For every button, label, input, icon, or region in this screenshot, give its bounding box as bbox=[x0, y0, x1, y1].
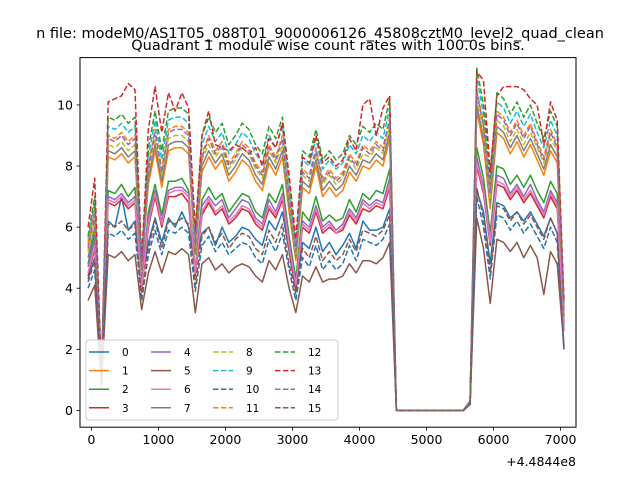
legend-label-12: 12 bbox=[308, 347, 321, 359]
series-line-12 bbox=[87, 67, 565, 412]
legend-label-10: 10 bbox=[246, 384, 259, 396]
legend-label-0: 0 bbox=[122, 347, 129, 359]
series-line-6 bbox=[87, 162, 565, 412]
legend-label-11: 11 bbox=[246, 403, 259, 415]
chart-title: Quadrant 1 module wise count rates with … bbox=[131, 38, 525, 54]
legend-label-7: 7 bbox=[184, 403, 191, 415]
legend-label-4: 4 bbox=[184, 347, 191, 359]
y-tick-label: 2 bbox=[65, 342, 73, 357]
series-line-5 bbox=[87, 217, 565, 412]
series-line-9 bbox=[87, 76, 565, 412]
y-tick-label: 0 bbox=[65, 403, 73, 418]
y-tick-label: 4 bbox=[65, 281, 73, 296]
x-tick-label: 4000 bbox=[344, 432, 376, 447]
legend-label-2: 2 bbox=[122, 384, 129, 396]
legend-label-8: 8 bbox=[246, 347, 253, 359]
legend-label-14: 14 bbox=[308, 384, 322, 396]
legend-label-6: 6 bbox=[184, 384, 191, 396]
y-tick-label: 8 bbox=[65, 159, 73, 174]
legend-label-9: 9 bbox=[246, 366, 253, 378]
y-tick-label: 6 bbox=[65, 220, 73, 235]
legend-label-15: 15 bbox=[308, 403, 321, 415]
x-tick-label: 3000 bbox=[277, 432, 309, 447]
series-layer bbox=[87, 67, 565, 412]
series-line-10 bbox=[87, 195, 565, 412]
y-tick-label: 10 bbox=[57, 97, 73, 112]
legend-label-13: 13 bbox=[308, 366, 321, 378]
x-tick-label: 5000 bbox=[411, 432, 443, 447]
x-axis-offset-label: +4.4844e8 bbox=[506, 454, 576, 469]
plot-frame bbox=[79, 57, 577, 428]
x-tick-label: 6000 bbox=[478, 432, 510, 447]
legend-label-3: 3 bbox=[122, 403, 129, 415]
x-tick-label: 7000 bbox=[545, 432, 577, 447]
series-line-14 bbox=[87, 91, 565, 412]
series-line-2 bbox=[87, 146, 565, 412]
x-tick-label: 1000 bbox=[143, 432, 175, 447]
x-axis: 0 1000 2000 3000 4000 5000 6000 7000 bbox=[87, 427, 577, 447]
legend-box bbox=[85, 339, 339, 421]
x-tick-label: 2000 bbox=[210, 432, 242, 447]
x-tick-label: 0 bbox=[87, 432, 95, 447]
legend-label-1: 1 bbox=[122, 366, 129, 378]
legend-label-5: 5 bbox=[184, 366, 191, 378]
figure-suptitle: n file: modeM0/AS1T05_088T01_9000006126_… bbox=[36, 26, 604, 42]
series-line-13 bbox=[87, 70, 565, 412]
series-line-0 bbox=[87, 189, 565, 412]
y-axis: 0 2 4 6 8 10 bbox=[57, 97, 80, 418]
series-line-8 bbox=[87, 98, 565, 412]
